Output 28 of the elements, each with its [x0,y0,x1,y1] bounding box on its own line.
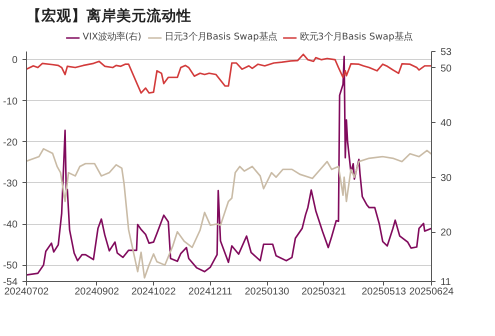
legend-label: 欧元3个月Basis Swap基点 [300,30,412,44]
line-series [26,54,432,94]
x-tick-label: 20241211 [188,286,233,298]
y-tick-label: -54 [3,277,18,288]
x-tick-label: 20250624 [409,286,454,298]
y-tick-label: 0 [12,55,18,66]
x-tick-label: 20250513 [362,286,407,298]
y2-tick-label: 40 [440,118,452,130]
y-tick-label: -30 [3,178,18,190]
y-tick-label: -40 [3,220,18,230]
x-tick-label: 20241022 [131,286,176,298]
x-tick-label: 20250130 [244,286,290,298]
y2-tick-label: 30 [440,172,452,184]
y-tick-label: -20 [3,137,18,148]
legend-label: 日元3个月Basis Swap基点 [164,30,277,44]
y-tick-label: -10 [3,96,18,108]
y2-tick-label: 50 [440,63,452,74]
y-tick-label: -50 [3,260,18,272]
y2-tick-label: 11 [440,277,452,288]
x-tick-label: 20250321 [301,286,346,298]
y2-tick-label: 20 [440,228,452,239]
x-tick-label: 20240902 [74,286,120,298]
line-series [26,148,432,279]
line-series [26,56,432,276]
chart-title: 【宏观】离岸美元流动性 [26,6,192,24]
y2-tick-label: 53 [440,47,452,58]
legend-label: VIX波动率(右) [82,30,142,44]
x-tick-label: 20240702 [4,286,50,298]
